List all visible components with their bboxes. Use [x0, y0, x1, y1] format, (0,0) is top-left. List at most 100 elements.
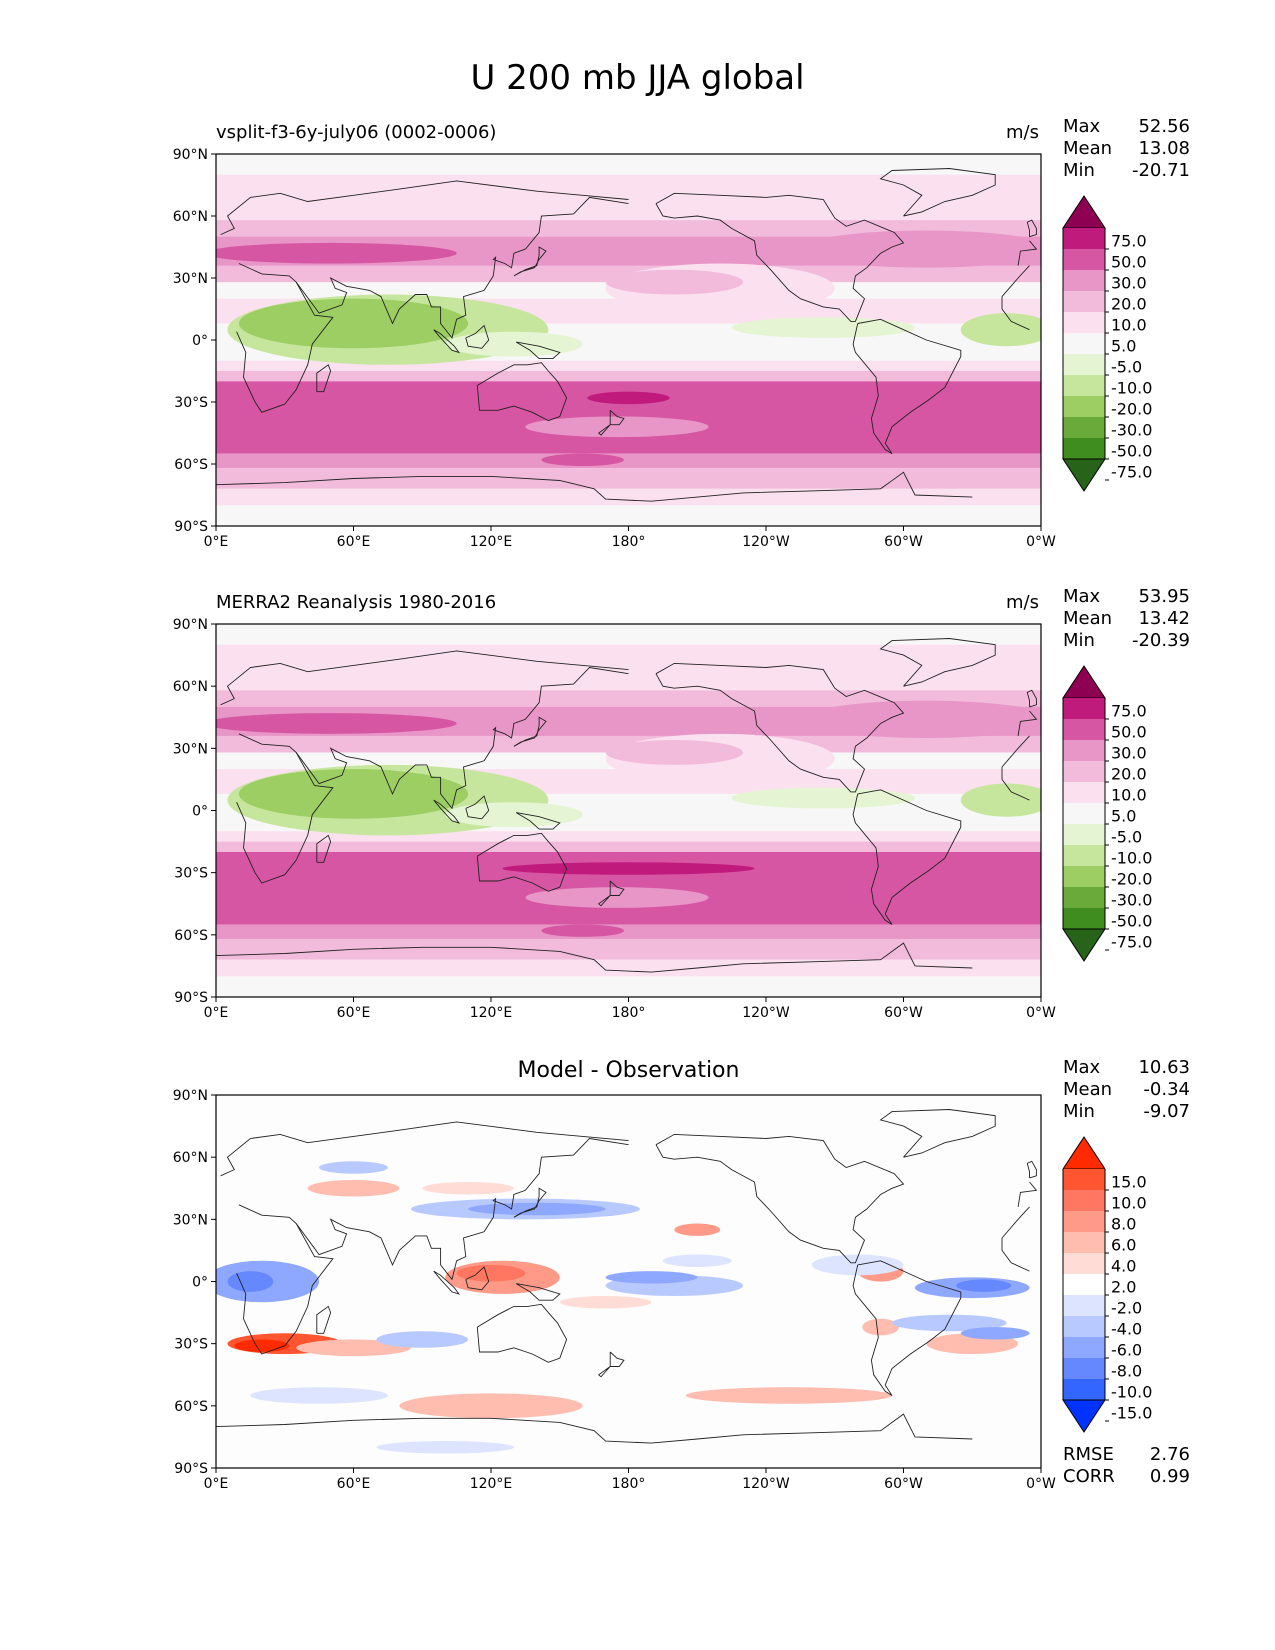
field-band	[216, 831, 1041, 842]
map-panel-1: 0°E 60°E 120°E 180° 120°W 60°W 0°W 90°N 60°N 30°N…	[173, 147, 1056, 550]
coastlines	[216, 1109, 1038, 1444]
field-blob	[862, 1318, 899, 1336]
x-tick-label: 60°E	[337, 1476, 371, 1492]
field	[216, 154, 1041, 526]
panel-2-stat-label: Min	[1063, 630, 1095, 651]
colorbar-label: 8.0	[1111, 1215, 1136, 1234]
coastline	[1026, 689, 1037, 708]
colorbar-label: -5.0	[1111, 828, 1142, 847]
colorbar-label: 30.0	[1111, 274, 1147, 293]
colorbar-box	[1063, 845, 1105, 866]
field-band	[216, 841, 1041, 852]
colorbar-box	[1063, 803, 1105, 824]
colorbar-extend-max	[1062, 1136, 1106, 1170]
y-tick-label: 30°N	[173, 271, 208, 287]
coastline	[879, 638, 996, 687]
coastline	[295, 196, 629, 339]
field-blob	[216, 713, 457, 734]
y-tick-label: 30°N	[173, 741, 208, 757]
panel-2-stat-value: 13.42	[1138, 608, 1190, 629]
coastline	[295, 1138, 629, 1281]
panel-1-stat-label: Mean	[1063, 138, 1113, 159]
field-blob	[956, 1279, 1012, 1292]
x-tick-label: 60°E	[337, 1005, 371, 1021]
colorbar-box	[1063, 333, 1105, 354]
coastlines	[216, 638, 1038, 973]
panel-3-stat-label: Max	[1063, 1057, 1101, 1078]
coastline	[236, 263, 1030, 413]
colorbar-box	[1063, 1169, 1105, 1190]
colorbar-label: 6.0	[1111, 1236, 1136, 1255]
coastline	[316, 834, 332, 863]
x-tick-label: 0°W	[1026, 1476, 1056, 1492]
coastline	[655, 1133, 905, 1264]
colorbar-box	[1063, 396, 1105, 417]
field-blob	[250, 1387, 388, 1404]
colorbar-label: -20.0	[1111, 870, 1152, 889]
panel-2-title-left: MERRA2 Reanalysis 1980-2016	[216, 592, 497, 613]
field-blob	[800, 230, 1041, 268]
coastline	[852, 789, 962, 925]
coastline	[515, 341, 561, 360]
colorbar-label: -75.0	[1111, 933, 1152, 952]
colorbar-box	[1063, 1337, 1105, 1358]
colorbar-label: -4.0	[1111, 1320, 1142, 1339]
field-blob	[960, 313, 1041, 347]
colorbar-label: -50.0	[1111, 442, 1152, 461]
field-blob	[468, 1202, 606, 1216]
field-band	[216, 959, 1041, 977]
panel-1-stat-label: Max	[1063, 116, 1101, 137]
coastline	[655, 662, 905, 793]
colorbar-label: 5.0	[1111, 337, 1136, 356]
field-blob	[587, 391, 670, 405]
coastline	[1026, 219, 1037, 238]
x-tick-label: 60°W	[884, 534, 923, 550]
colorbar-box	[1063, 1211, 1105, 1232]
y-tick-label: 90°S	[174, 519, 208, 535]
field-band	[216, 938, 1041, 960]
rmse-value: 2.76	[1149, 1444, 1190, 1465]
field-blob	[445, 331, 583, 357]
x-tick-label: 0°W	[1026, 534, 1056, 550]
colorbar-box	[1063, 228, 1105, 249]
field-blob	[445, 802, 583, 828]
coastline	[655, 192, 905, 322]
field-blob	[234, 1339, 290, 1352]
field-band	[216, 371, 1041, 382]
field-blob	[238, 769, 469, 819]
field-band	[216, 174, 1041, 221]
colorbar-extend-min	[1062, 928, 1106, 962]
colorbar-box	[1063, 1358, 1105, 1379]
x-tick-label: 120°E	[470, 1476, 513, 1492]
field-band	[216, 468, 1041, 489]
colorbar-label: -75.0	[1111, 463, 1152, 482]
y-tick-label: 30°S	[174, 1337, 208, 1353]
coastline	[236, 1204, 1030, 1355]
panel-3-stat-value: 10.63	[1138, 1057, 1190, 1078]
panel-2-stat-label: Mean	[1063, 608, 1113, 629]
field-blob	[525, 887, 709, 908]
colorbar-box	[1063, 417, 1105, 438]
field-blob	[605, 740, 744, 765]
coastline	[513, 1187, 547, 1218]
colorbar-extend-max	[1062, 665, 1106, 699]
colorbar-box	[1063, 312, 1105, 333]
colorbar-label: -2.0	[1111, 1299, 1142, 1318]
coastline	[236, 733, 1030, 884]
panel-2-stat-value: 53.95	[1138, 586, 1190, 607]
x-tick-label: 60°W	[884, 1476, 923, 1492]
field-blob	[307, 1179, 400, 1197]
colorbar-label: -50.0	[1111, 912, 1152, 931]
colorbar-box	[1063, 908, 1105, 929]
field-blob	[541, 453, 624, 467]
field-blob	[525, 416, 709, 438]
colorbar-label: -10.0	[1111, 379, 1152, 398]
field-band	[216, 644, 1041, 691]
colorbar-label: 50.0	[1111, 253, 1147, 272]
field-band	[216, 360, 1041, 371]
panel-1-title-left: vsplit-f3-6y-july06 (0002-0006)	[216, 122, 497, 143]
colorbar-1: 75.0 50.0 30.0 20.0 10.0 5.0 -5.0 -10.0 -20.0 -30…	[1062, 195, 1152, 492]
field-blob	[674, 1223, 721, 1236]
y-tick-label: 90°N	[173, 147, 208, 163]
colorbar-label: 75.0	[1111, 702, 1147, 721]
